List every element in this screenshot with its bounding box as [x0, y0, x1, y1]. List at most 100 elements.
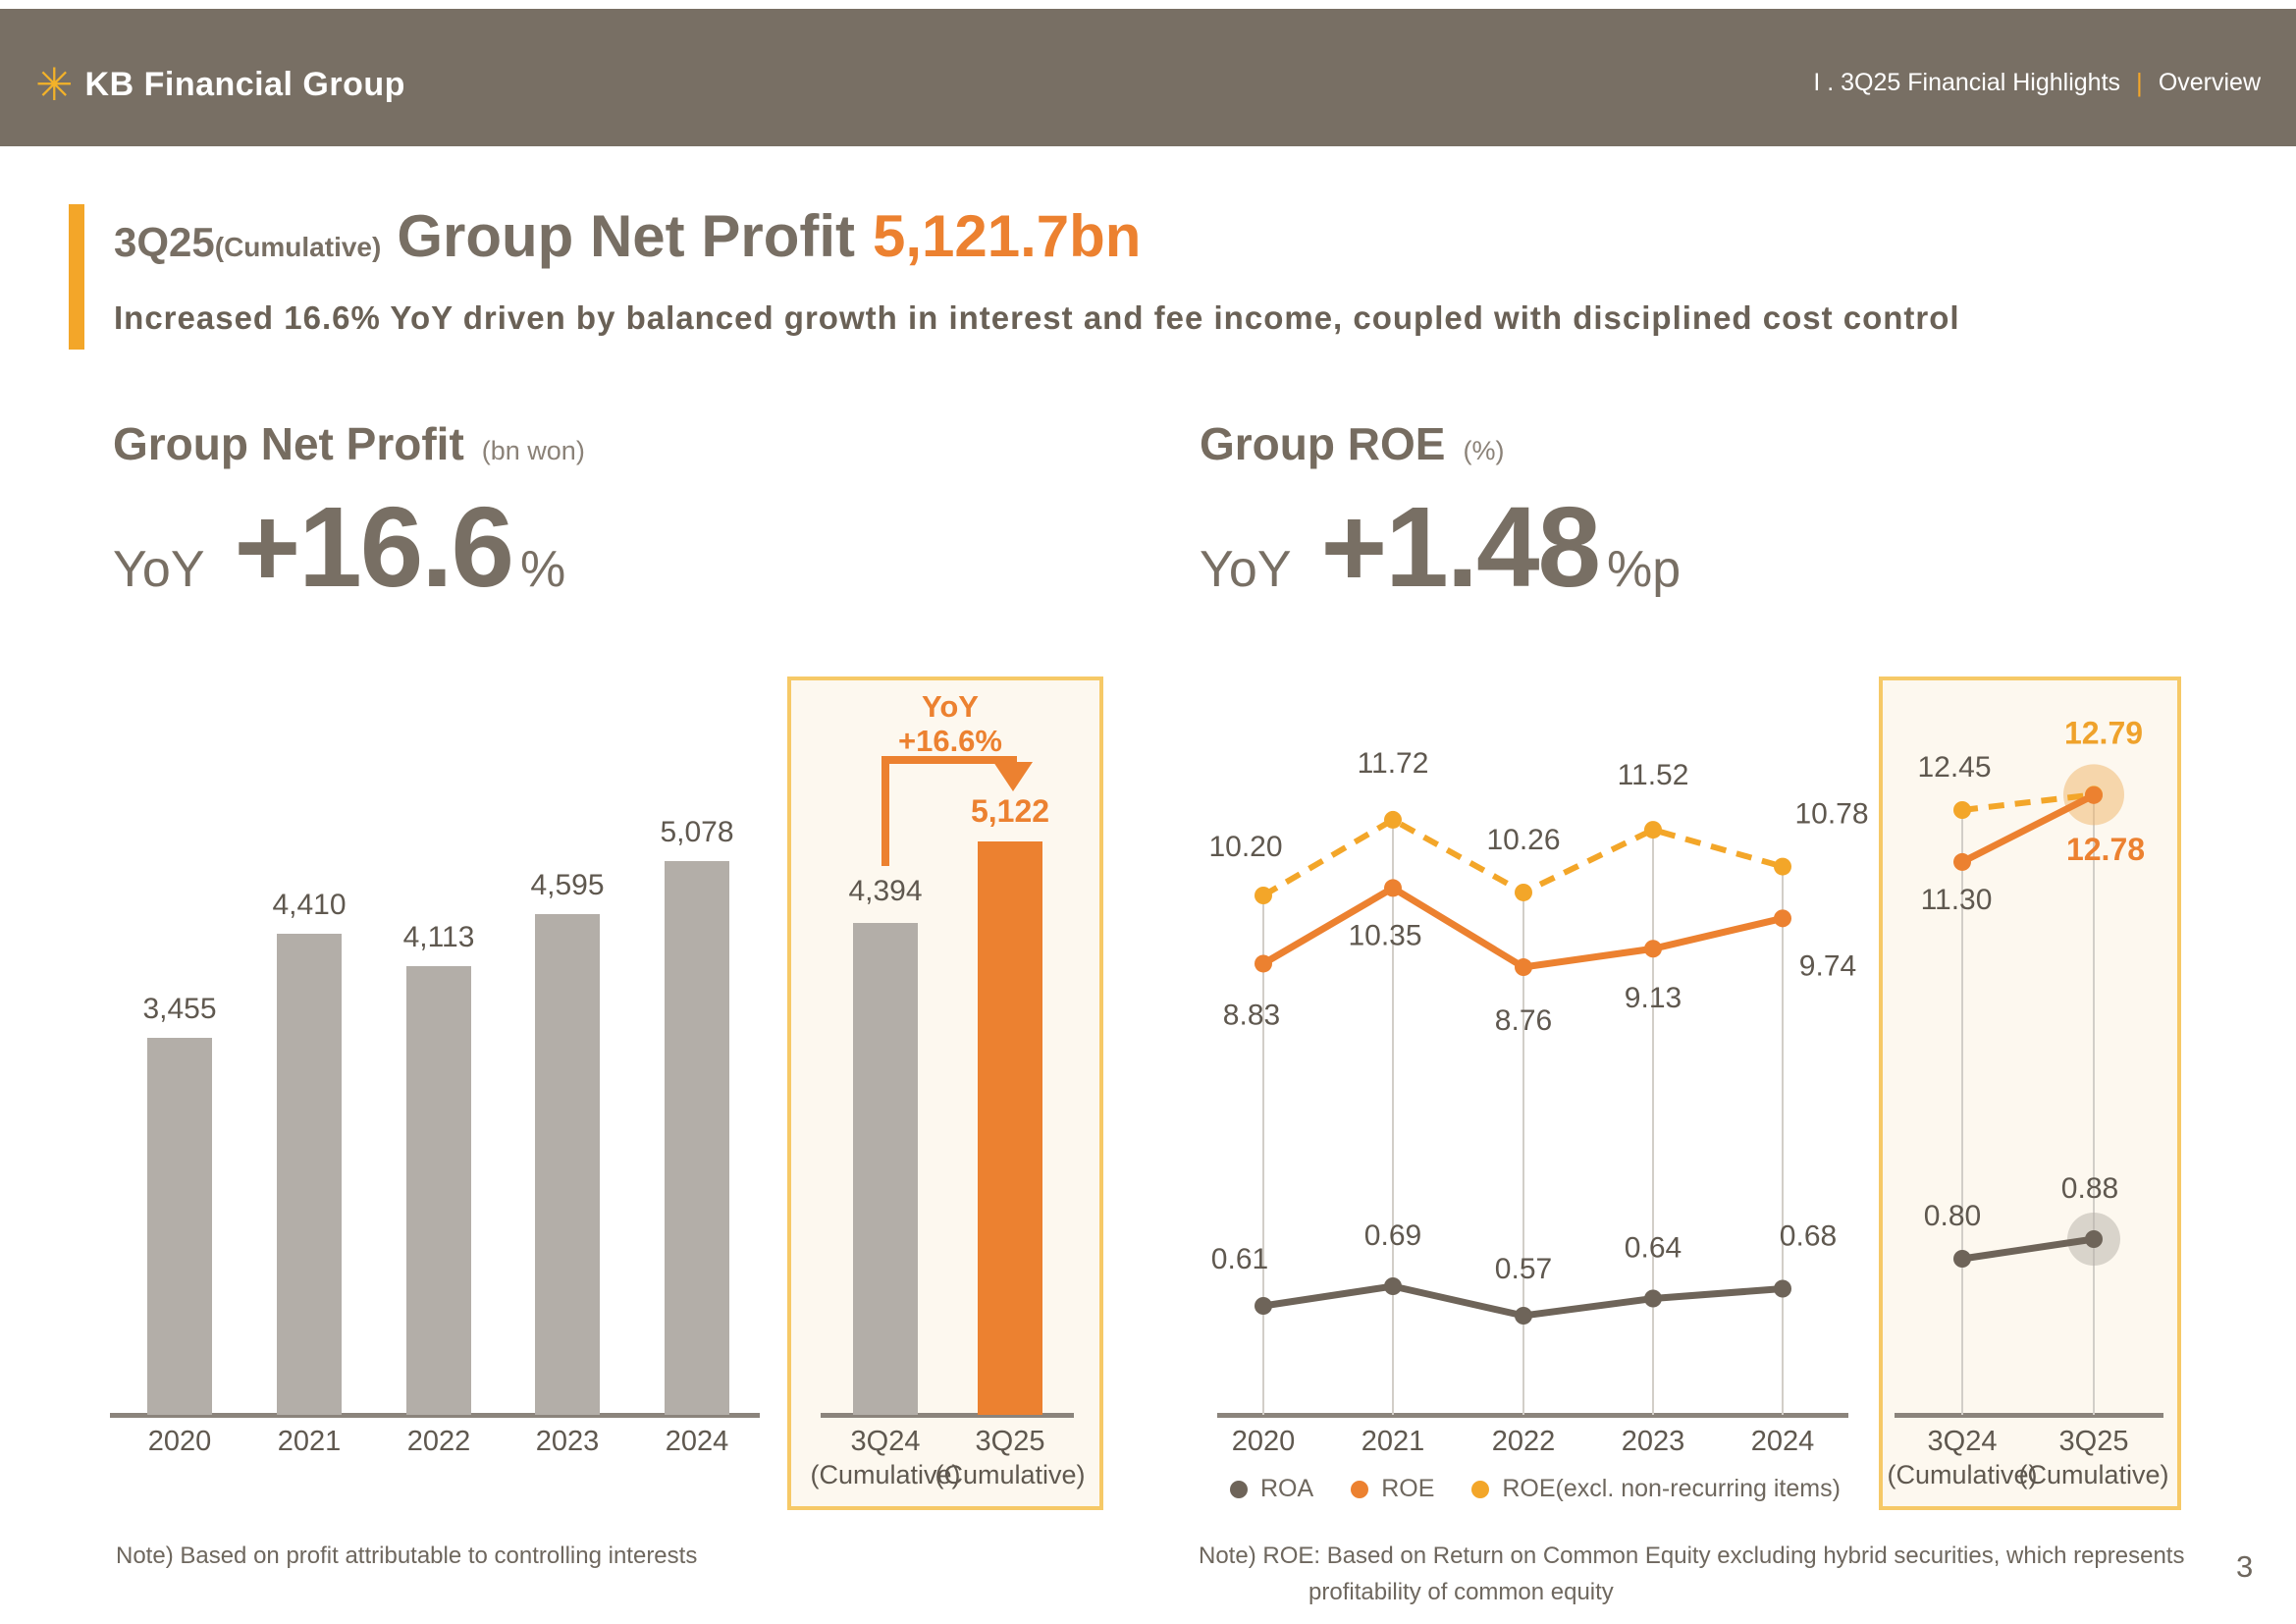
point-label: 8.83 — [1223, 999, 1280, 1031]
roe-x-axis — [1217, 1413, 1848, 1418]
note-roe-line2: profitability of common equity — [1308, 1579, 1614, 1605]
series-line-ROA — [1262, 1282, 1784, 1320]
point-label: 10.20 — [1208, 831, 1282, 863]
roe-heading-text: Group ROE — [1200, 418, 1446, 469]
roe-legend: ROA ROE ROE(excl. non-recurring items) — [1230, 1475, 1841, 1503]
title-main: Group Net Profit — [397, 203, 855, 269]
net-profit-unit: (bn won) — [481, 436, 585, 465]
np-bar — [665, 861, 729, 1415]
net-profit-box-x-axis — [821, 1413, 1074, 1418]
title-subtitle: Increased 16.6% YoY driven by balanced g… — [114, 299, 1960, 336]
box-yoy-line1: YoY — [922, 689, 979, 724]
data-point — [1384, 879, 1402, 897]
point-label: 0.68 — [1780, 1220, 1837, 1253]
net-profit-box-yoy-annotation: YoY +16.6% — [864, 689, 1037, 758]
roe-heading: Group ROE (%) — [1200, 417, 1504, 470]
data-point — [1255, 954, 1272, 973]
np-highlight-value-label: 4,394 — [848, 875, 923, 907]
point-label: 0.61 — [1211, 1243, 1268, 1275]
data-point — [1255, 1297, 1272, 1315]
point-label: 10.35 — [1348, 919, 1421, 951]
roe-highlight-axis-sub: (Cumulative) — [1887, 1460, 2038, 1489]
data-point — [1384, 1277, 1402, 1295]
roe-dot-icon — [1351, 1480, 1369, 1498]
net-profit-yoy-label: YoY — [113, 541, 205, 598]
data-point — [1774, 857, 1791, 876]
roe-yoy-value: +1.48 — [1320, 483, 1602, 611]
net-profit-x-axis — [110, 1413, 760, 1418]
data-point — [1255, 887, 1272, 904]
yoy-arrow-vertical — [881, 756, 889, 866]
data-point — [1644, 1289, 1662, 1308]
roe-axis-label: 2022 — [1491, 1426, 1556, 1457]
yoy-arrow-head-icon — [993, 762, 1033, 791]
net-profit-heading-text: Group Net Profit — [113, 418, 464, 469]
page-title: 3Q25 (Cumulative) Group Net Profit 5,121… — [114, 202, 1141, 270]
roe-excl-dot-icon — [1471, 1480, 1490, 1498]
data-point — [1384, 810, 1402, 829]
breadcrumb-section: I . 3Q25 Financial Highlights — [1813, 68, 2121, 96]
data-point — [1515, 1307, 1532, 1325]
point-label: 11.72 — [1358, 747, 1429, 780]
roe-yoy: YoY +1.48 %p — [1200, 481, 1681, 613]
logo-text: KB Financial Group — [84, 65, 405, 103]
np-bar — [406, 966, 471, 1415]
np-bar — [277, 934, 342, 1415]
np-axis-label: 2022 — [406, 1426, 471, 1457]
net-profit-yoy: YoY +16.6 % — [113, 481, 565, 613]
breadcrumb-divider: | — [2136, 67, 2143, 97]
legend-item-roe: ROE — [1351, 1475, 1434, 1503]
note-roe: Note) ROE: Based on Return on Common Equ… — [1199, 1538, 2184, 1610]
point-label: 10.78 — [1794, 798, 1868, 831]
np-bar-value-label: 5,078 — [660, 816, 734, 848]
data-point — [1644, 821, 1662, 839]
point-label: 0.57 — [1495, 1253, 1552, 1285]
series-line-ROE(excl. non-recurring items) — [1261, 816, 1784, 898]
data-point — [1644, 940, 1662, 958]
roe-highlight-axis-label: 3Q24 — [1927, 1426, 1998, 1457]
legend-item-roa: ROA — [1230, 1475, 1313, 1503]
note-roe-line1: Note) ROE: Based on Return on Common Equ… — [1199, 1543, 2185, 1569]
legend-label-roe-excl: ROE(excl. non-recurring items) — [1502, 1475, 1841, 1502]
roe-axis-label: 2020 — [1231, 1426, 1296, 1457]
title-prefix-sub: (Cumulative) — [214, 232, 382, 262]
breadcrumb: I . 3Q25 Financial Highlights | Overview — [1813, 68, 2261, 98]
np-bar — [535, 914, 600, 1415]
point-label: 8.76 — [1495, 1004, 1552, 1037]
roe-axis-label: 2023 — [1621, 1426, 1685, 1457]
kb-logo: ✳ KB Financial Group — [35, 62, 405, 107]
np-axis-label: 2023 — [535, 1426, 600, 1457]
title-prefix: 3Q25 — [114, 219, 215, 265]
np-bar-value-label: 4,595 — [530, 869, 605, 901]
legend-item-roe-excl: ROE(excl. non-recurring items) — [1471, 1475, 1841, 1503]
roe-axis-label: 2021 — [1361, 1426, 1425, 1457]
roe-box-x-axis — [1895, 1413, 2163, 1418]
note-net-profit: Note) Based on profit attributable to co… — [116, 1543, 698, 1569]
roe-axis-label: 2024 — [1750, 1426, 1815, 1457]
np-axis-label: 2020 — [147, 1426, 212, 1457]
title-accent-bar — [69, 204, 84, 350]
data-point — [1774, 909, 1791, 928]
roe-highlight-axis-sub: (Cumulative) — [2018, 1460, 2169, 1489]
np-bar-value-label: 3,455 — [142, 993, 217, 1025]
net-profit-highlight-box — [787, 677, 1103, 1510]
np-highlight-value-label: 5,122 — [970, 793, 1050, 829]
data-point — [1774, 1279, 1791, 1298]
np-highlight-axis-label: 3Q24 — [850, 1426, 921, 1457]
point-label: 9.74 — [1799, 949, 1856, 982]
np-bar — [147, 1038, 212, 1415]
point-label: 10.26 — [1486, 824, 1560, 856]
np-highlight-axis-sub: (Cumulative) — [934, 1460, 1086, 1489]
legend-label-roe: ROE — [1381, 1475, 1435, 1502]
np-bar-value-label: 4,113 — [402, 921, 475, 953]
net-profit-heading: Group Net Profit (bn won) — [113, 417, 585, 470]
breadcrumb-page: Overview — [2158, 68, 2261, 96]
box-yoy-line2: +16.6% — [897, 724, 1002, 758]
legend-label-roa: ROA — [1260, 1475, 1314, 1502]
roe-unit: (%) — [1463, 436, 1505, 465]
title-value: 5,121.7bn — [872, 203, 1142, 269]
roe-highlight-axis-label: 3Q25 — [2058, 1426, 2129, 1457]
np-highlight-bar — [978, 841, 1042, 1415]
np-highlight-bar — [853, 923, 918, 1415]
